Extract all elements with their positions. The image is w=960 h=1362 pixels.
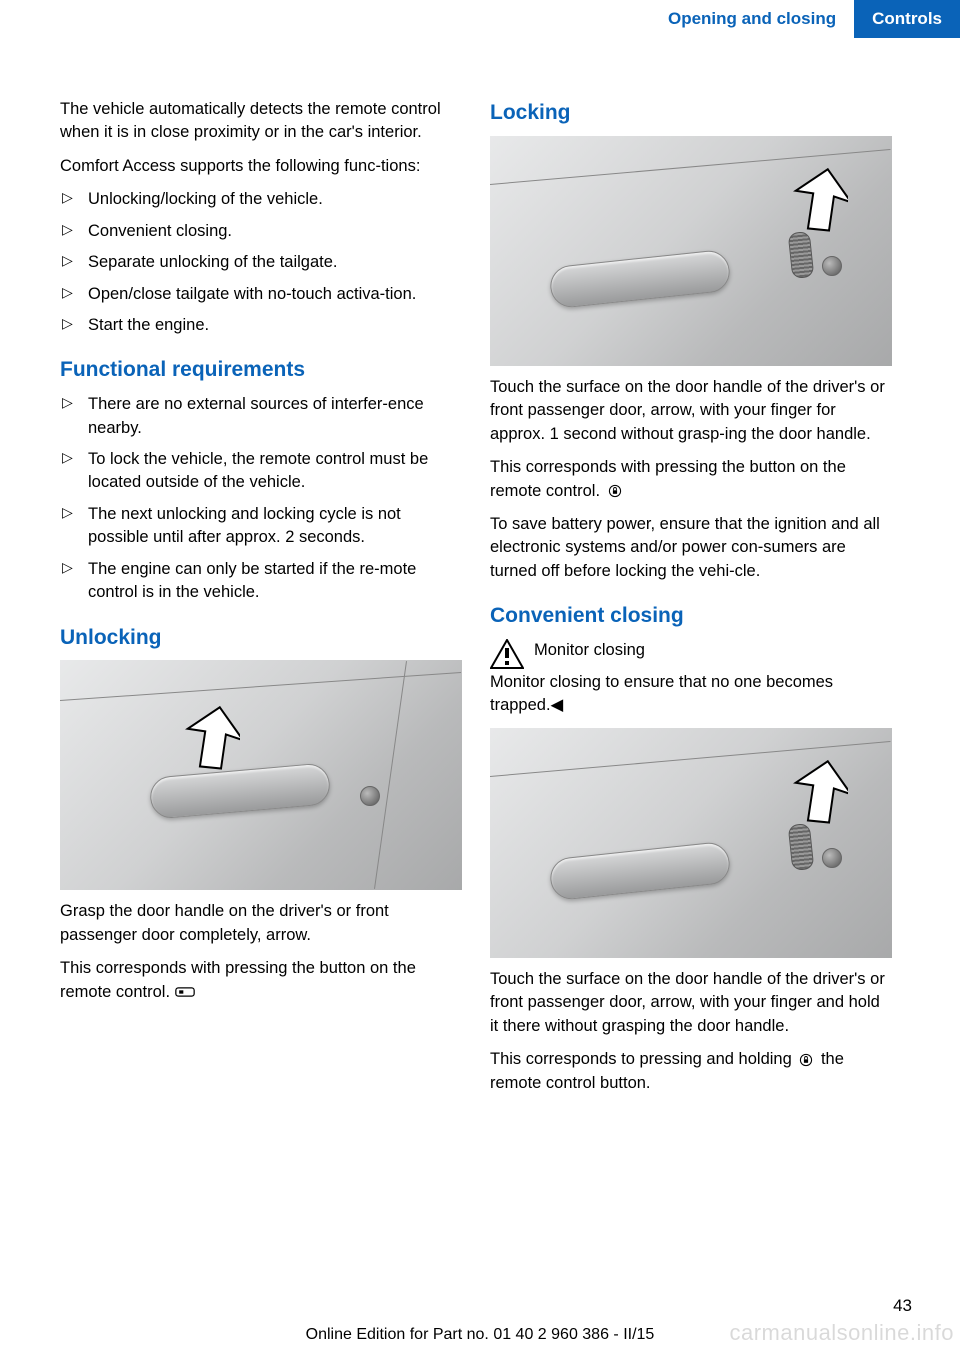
convenient-paragraph-1: Touch the surface on the door handle of …	[490, 968, 892, 1038]
list-item: The engine can only be started if the re…	[60, 558, 462, 605]
list-item: Open/close tailgate with no-touch activa…	[60, 283, 462, 306]
figure-locking	[490, 136, 892, 366]
text: This corresponds to pressing and holding	[490, 1050, 796, 1068]
locking-paragraph-2: This corresponds with pressing the butto…	[490, 456, 892, 503]
text: This corresponds with pressing the butto…	[60, 959, 416, 1000]
arrow-icon	[170, 704, 240, 774]
list-item: Convenient closing.	[60, 220, 462, 243]
list-item: Separate unlocking of the tailgate.	[60, 251, 462, 274]
breadcrumb: Opening and closing	[650, 0, 854, 38]
warning-icon	[490, 639, 524, 669]
functions-list: Unlocking/locking of the vehicle. Conven…	[60, 188, 462, 337]
chapter-label: Controls	[854, 0, 960, 38]
text: This corresponds with pressing the butto…	[490, 458, 846, 499]
figure-unlocking	[60, 660, 462, 890]
unlock-remote-icon	[175, 985, 195, 999]
heading-convenient-closing: Convenient closing	[490, 601, 892, 631]
arrow-icon	[778, 758, 848, 828]
requirements-list: There are no external sources of interfe…	[60, 393, 462, 604]
page-header: Opening and closing Controls	[0, 0, 960, 38]
lock-remote-icon	[605, 484, 625, 498]
intro-paragraph-2: Comfort Access supports the following fu…	[60, 155, 462, 178]
list-item: Unlocking/locking of the vehicle.	[60, 188, 462, 211]
warning-block: Monitor closing	[490, 639, 892, 669]
list-item: The next unlocking and locking cycle is …	[60, 503, 462, 550]
intro-paragraph-1: The vehicle automatically detects the re…	[60, 98, 462, 145]
content-columns: The vehicle automatically detects the re…	[0, 38, 960, 1105]
unlocking-paragraph-1: Grasp the door handle on the driver's or…	[60, 900, 462, 947]
locking-paragraph-1: Touch the surface on the door handle of …	[490, 376, 892, 446]
locking-paragraph-3: To save battery power, ensure that the i…	[490, 513, 892, 583]
list-item: Start the engine.	[60, 314, 462, 337]
left-column: The vehicle automatically detects the re…	[60, 98, 462, 1105]
heading-functional-requirements: Functional requirements	[60, 355, 462, 385]
arrow-icon	[778, 166, 848, 236]
figure-convenient-closing	[490, 728, 892, 958]
lock-remote-icon	[796, 1053, 816, 1067]
list-item: There are no external sources of interfe…	[60, 393, 462, 440]
list-item: To lock the vehicle, the remote control …	[60, 448, 462, 495]
heading-unlocking: Unlocking	[60, 623, 462, 653]
convenient-paragraph-2: This corresponds to pressing and holding…	[490, 1048, 892, 1095]
watermark: carmanualsonline.info	[729, 1320, 954, 1346]
page-number: 43	[893, 1296, 912, 1316]
right-column: Locking Touch the surface on the door ha…	[490, 98, 892, 1105]
heading-locking: Locking	[490, 98, 892, 128]
warning-title: Monitor closing	[534, 639, 892, 662]
warning-body: Monitor closing to ensure that no one be…	[490, 671, 892, 718]
unlocking-paragraph-2: This corresponds with pressing the butto…	[60, 957, 462, 1004]
